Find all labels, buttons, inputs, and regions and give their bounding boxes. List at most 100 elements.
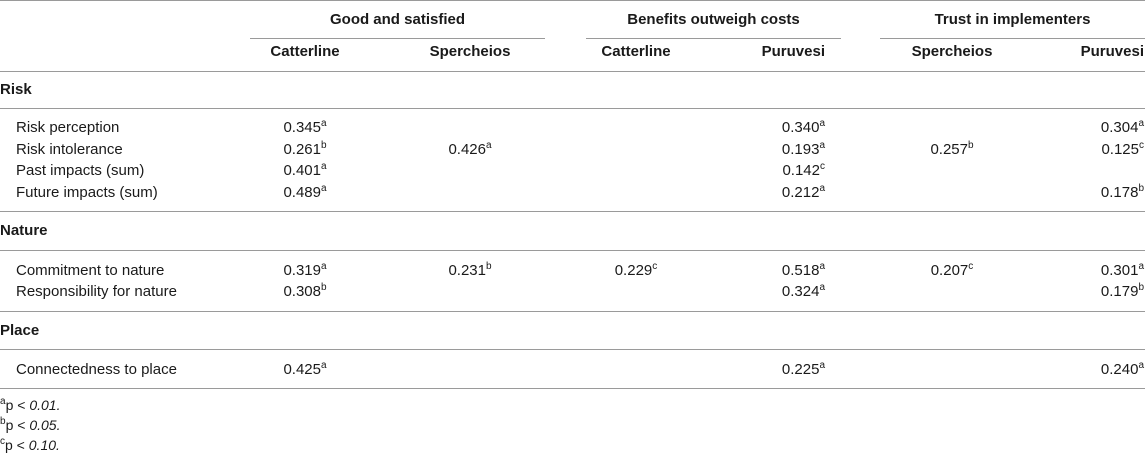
table-cell: 0.142c (730, 162, 825, 180)
cell-value: 0.308 (283, 283, 321, 300)
cell-value: 0.231 (448, 262, 486, 279)
column-header: Puruvesi (1080, 43, 1144, 60)
significance-mark: a (819, 282, 825, 293)
significance-mark: a (1138, 118, 1144, 129)
footnote-value: 0.10. (28, 437, 60, 453)
cell-value: 0.304 (1100, 119, 1139, 136)
cell-value: 0.425 (283, 361, 321, 378)
group-header: Benefits outweigh costs (627, 11, 800, 28)
cell-value: 0.261 (283, 141, 321, 158)
cell-value: 0.257 (930, 141, 968, 158)
column-header: Spercheios (911, 43, 993, 60)
cell-value: 0.240 (1100, 361, 1139, 378)
footnote-mark: c (0, 436, 5, 447)
cell-value: 0.179 (1100, 283, 1139, 300)
significance-mark: a (320, 261, 327, 272)
table-top-rule (0, 0, 1145, 1)
table-cell: 0.178b (1045, 184, 1144, 202)
cell-value: 0.319 (283, 262, 321, 279)
cell-value: 0.225 (781, 361, 820, 378)
cell-value: 0.340 (781, 119, 820, 136)
significance-mark: c (820, 161, 825, 172)
section-title: Nature (0, 222, 48, 239)
significance-mark: a (320, 183, 327, 194)
cell-value: 0.125 (1101, 141, 1139, 158)
group-header: Trust in implementers (934, 11, 1091, 28)
significance-mark: a (320, 118, 327, 129)
cell-value: 0.142 (782, 162, 820, 179)
table-cell: 0.401a (255, 162, 355, 180)
cell-value: 0.193 (781, 141, 820, 158)
significance-mark: c (1139, 140, 1144, 151)
cell-value: 0.207 (930, 262, 969, 279)
significance-mark: a (819, 118, 825, 129)
table-cell: 0.301a (1045, 262, 1144, 280)
table-cell: 0.257b (902, 141, 1002, 159)
table-cell: 0.345a (255, 119, 355, 137)
row-label: Connectedness to place (16, 361, 177, 378)
footnote-mark: b (0, 416, 6, 427)
table-bottom-rule (0, 388, 1145, 389)
cell-value: 0.229 (614, 262, 653, 279)
significance-mark: c (968, 261, 974, 272)
cell-value: 0.401 (283, 162, 321, 179)
section-rule-risk (0, 108, 1145, 109)
significance-mark: a (819, 183, 825, 194)
significance-mark: a (819, 261, 825, 272)
footnote-symbol: p (5, 417, 14, 433)
column-header: Catterline (270, 43, 340, 60)
significance-mark: b (320, 282, 327, 293)
row-label: Commitment to nature (16, 262, 165, 279)
table-cell: 0.212a (730, 184, 825, 202)
group-header: Good and satisfied (329, 11, 465, 28)
group-rule-1 (250, 38, 545, 39)
significance-mark: b (320, 140, 327, 151)
table-cell: 0.426a (420, 141, 520, 159)
table-cell: 0.240a (1045, 361, 1144, 379)
table-cell: 0.229c (586, 262, 686, 280)
section-rule-place (0, 349, 1145, 350)
table-cell: 0.125c (1045, 141, 1144, 159)
cell-value: 0.178 (1100, 184, 1139, 201)
section-divider-2 (0, 311, 1145, 312)
cell-value: 0.212 (781, 184, 820, 201)
cell-value: 0.301 (1100, 262, 1139, 279)
significance-mark: b (1138, 282, 1144, 293)
table-cell: 0.225a (730, 361, 825, 379)
significance-mark: a (320, 360, 327, 371)
group-rule-2 (586, 38, 841, 39)
footnote: bp < 0.05. (0, 416, 61, 434)
row-label: Risk perception (16, 119, 120, 136)
significance-mark: b (485, 261, 492, 272)
section-rule-nature (0, 250, 1145, 251)
row-label: Future impacts (sum) (16, 184, 158, 201)
section-divider-1 (0, 211, 1145, 212)
column-header: Puruvesi (761, 43, 825, 60)
significance-mark: a (485, 140, 492, 151)
table-cell: 0.207c (902, 262, 1002, 280)
significance-mark: a (320, 161, 327, 172)
cell-value: 0.324 (781, 283, 820, 300)
group-rule-3 (880, 38, 1145, 39)
row-label: Responsibility for nature (16, 283, 177, 300)
significance-mark: c (652, 261, 658, 272)
footnote-value: 0.01. (29, 397, 61, 413)
column-header: Catterline (601, 43, 671, 60)
significance-mark: a (819, 360, 825, 371)
table-cell: 0.324a (730, 283, 825, 301)
footnote-symbol: p (5, 397, 14, 413)
table-cell: 0.193a (730, 141, 825, 159)
table-cell: 0.489a (255, 184, 355, 202)
significance-mark: a (1138, 261, 1144, 272)
section-title: Place (0, 322, 40, 339)
row-label: Past impacts (sum) (16, 162, 145, 179)
footnote-relation: < (12, 437, 29, 453)
column-header: Spercheios (429, 43, 511, 60)
table-cell: 0.304a (1045, 119, 1144, 137)
footnote: ap < 0.01. (0, 397, 61, 414)
cell-value: 0.345 (283, 119, 321, 136)
footnote-value: 0.05. (29, 417, 61, 433)
row-label: Risk intolerance (16, 141, 123, 158)
table-cell: 0.179b (1045, 283, 1144, 301)
